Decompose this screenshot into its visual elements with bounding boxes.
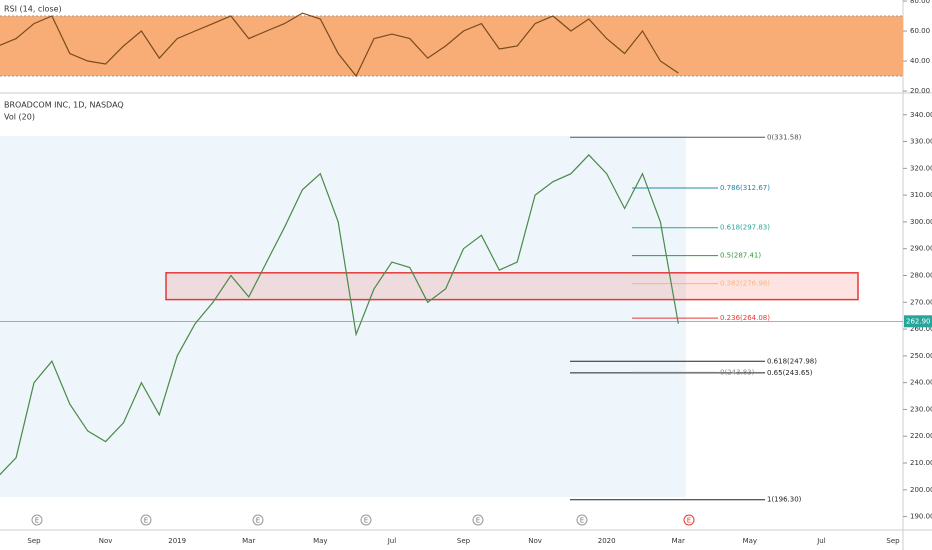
x-tick-label: Sep	[27, 537, 41, 545]
earnings-icon	[140, 514, 152, 526]
earnings-label: E	[476, 517, 480, 525]
x-tick-label: May	[313, 537, 327, 545]
fib-label: 0.618(247.98)	[767, 357, 817, 365]
chart-title: BROADCOM INC, 1D, NASDAQ	[4, 101, 124, 110]
fib-label: 0(331.58)	[767, 133, 802, 141]
highlight-zone	[165, 272, 859, 301]
y-tick-label: 340.00	[910, 111, 932, 119]
earnings-icon	[576, 514, 588, 526]
earnings-icon	[252, 514, 264, 526]
earnings-icon	[472, 514, 484, 526]
earnings-icon	[360, 514, 372, 526]
x-tick-label: Jul	[387, 537, 397, 545]
y-tick-label: 230.00	[910, 405, 932, 413]
x-tick-label: Mar	[242, 537, 255, 545]
x-tick-label: Jul	[816, 537, 826, 545]
fib-label: 1(196.30)	[767, 496, 802, 504]
x-tick-label: 2019	[168, 537, 186, 545]
earnings-label: E	[364, 517, 368, 525]
y-tick-label: 80.00	[910, 0, 930, 5]
x-tick-label: May	[743, 537, 757, 545]
y-tick-label: 250.00	[910, 352, 932, 360]
y-tick-label: 20.00	[910, 87, 930, 95]
series-line	[0, 12, 679, 78]
y-tick-label: 290.00	[910, 245, 932, 253]
y-tick-label: 210.00	[910, 459, 932, 467]
x-tick-label: Nov	[528, 537, 542, 545]
fib-background	[0, 136, 686, 497]
y-tick-label: 240.00	[910, 379, 932, 387]
fib-label: 0.382(276.98)	[720, 280, 770, 288]
earnings-icon	[683, 514, 695, 526]
fib-label: 0(243.83)	[720, 368, 755, 376]
y-tick-label: 60.00	[910, 27, 930, 35]
fib-label: 0.618(297.83)	[720, 224, 770, 232]
last-price-tag	[904, 315, 932, 328]
earnings-label: E	[687, 517, 691, 525]
earnings-label: E	[144, 517, 148, 525]
x-tick-label: 2020	[598, 537, 616, 545]
y-tick-label: 280.00	[910, 271, 932, 279]
earnings-label: E	[256, 517, 260, 525]
x-tick-label: Nov	[99, 537, 113, 545]
y-tick-label: 270.00	[910, 298, 932, 306]
y-tick-label: 260.00	[910, 325, 932, 333]
volume-title: Vol (20)	[4, 113, 35, 122]
y-tick-label: 310.00	[910, 191, 932, 199]
y-tick-label: 40.00	[910, 57, 930, 65]
y-tick-label: 220.00	[910, 432, 932, 440]
series-line	[0, 154, 679, 476]
y-tick-label: 330.00	[910, 138, 932, 146]
x-tick-label: Sep	[457, 537, 471, 545]
earnings-icon	[31, 514, 43, 526]
y-tick-label: 320.00	[910, 164, 932, 172]
rsi-band	[0, 16, 903, 77]
last-price-label: 262.90	[906, 317, 931, 325]
x-tick-label: Mar	[672, 537, 685, 545]
y-tick-label: 190.00	[910, 513, 932, 521]
earnings-label: E	[580, 517, 584, 525]
x-tick-label: Sep	[886, 537, 900, 545]
fib-label: 0.786(312.67)	[720, 184, 770, 192]
earnings-label: E	[35, 517, 39, 525]
rsi-title: RSI (14, close)	[4, 5, 62, 14]
fib-label: 0.236(264.08)	[720, 314, 770, 322]
y-tick-label: 200.00	[910, 486, 932, 494]
fib-label: 0.5(287.41)	[720, 252, 761, 260]
y-tick-label: 300.00	[910, 218, 932, 226]
fib-label: 0.65(243.65)	[767, 369, 813, 377]
